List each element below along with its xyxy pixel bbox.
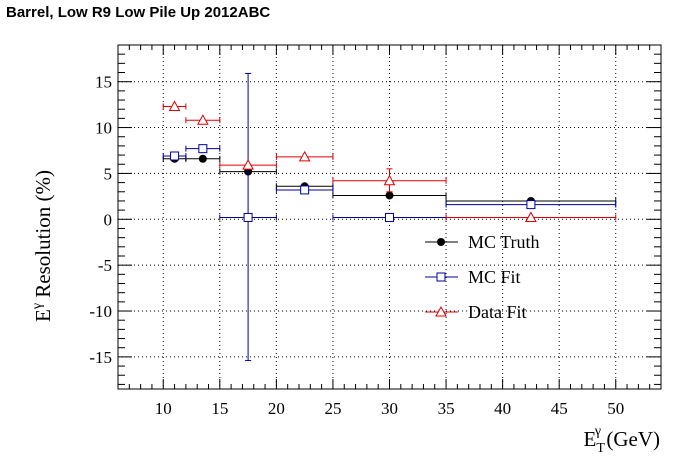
y-axis-label: Eγ Resolution (%)	[30, 170, 55, 322]
legend-entry-mc-truth: MC Truth	[425, 232, 540, 252]
x-tick-labels: 10 15 20 25 30 35 40 45 50	[155, 399, 625, 418]
x-tick-label: 45	[551, 399, 568, 418]
data-point-triangle	[196, 114, 209, 125]
x-axis-label-sub: T	[596, 441, 605, 456]
y-tick-label: 10	[95, 119, 112, 138]
data-point-triangle	[383, 174, 396, 186]
legend-marker-square-icon	[436, 272, 446, 282]
y-tick-label: 15	[95, 73, 112, 92]
data-point-triangle	[525, 211, 537, 222]
series-data-fit	[162, 100, 617, 222]
minor-ticks	[117, 44, 662, 389]
data-point-triangle	[168, 100, 181, 111]
x-tick-label: 15	[211, 399, 228, 418]
y-tick-label: -15	[89, 348, 112, 367]
x-tick-label: 30	[381, 399, 398, 418]
data-point-square	[526, 200, 536, 210]
y-axis-label-main: E	[31, 309, 55, 322]
data-point-circle	[385, 191, 394, 200]
y-tick-label: 5	[104, 164, 113, 183]
x-tick-label: 25	[324, 399, 341, 418]
data-point-square	[198, 144, 208, 154]
legend-marker-triangle-icon	[435, 305, 447, 317]
y-axis-label-rest: Resolution (%)	[31, 170, 55, 303]
chart-title: Barrel, Low R9 Low Pile Up 2012ABC	[6, 4, 271, 21]
data-point-triangle	[298, 150, 311, 162]
data-point-square	[170, 151, 180, 161]
y-tick-label: 0	[104, 210, 113, 229]
y-tick-labels: -15 -10 -5 0 5 10 15	[89, 73, 112, 367]
legend-entry-data-fit: Data Fit	[425, 302, 527, 322]
legend: MC Truth MC Fit Data Fit	[425, 232, 540, 322]
legend-marker-circle-icon	[437, 238, 445, 246]
y-tick-label: -10	[89, 302, 112, 321]
data-point-triangle	[242, 159, 254, 170]
legend-entry-mc-fit: MC Fit	[425, 267, 521, 287]
y-axis-label-sup: γ	[30, 303, 45, 310]
x-tick-label: 10	[155, 399, 172, 418]
x-axis-label: ETγ (GeV)	[584, 424, 660, 456]
legend-label-mc-fit: MC Fit	[468, 267, 521, 287]
series-layer	[162, 72, 617, 362]
y-tick-label: -5	[98, 256, 112, 275]
legend-label-mc-truth: MC Truth	[468, 232, 540, 252]
legend-label-data-fit: Data Fit	[468, 302, 527, 322]
data-point-square	[385, 212, 394, 222]
x-tick-label: 35	[438, 399, 455, 418]
series-mc-fit	[162, 72, 617, 362]
data-point-circle	[198, 154, 207, 163]
x-tick-label: 40	[494, 399, 511, 418]
data-point-square	[243, 212, 253, 222]
x-tick-label: 50	[607, 399, 624, 418]
x-axis-label-rest: (GeV)	[601, 427, 660, 451]
data-point-square	[300, 185, 310, 195]
x-axis-label-sup: γ	[594, 424, 601, 439]
x-axis-label-main: E	[584, 427, 597, 451]
x-tick-label: 20	[268, 399, 285, 418]
